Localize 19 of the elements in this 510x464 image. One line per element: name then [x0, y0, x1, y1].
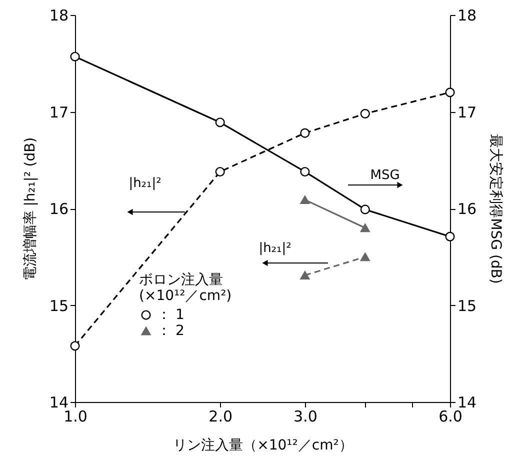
y-tick-label: 18 — [49, 6, 68, 24]
y2-axis-title: 最大安定利得MSG (dB) — [488, 134, 504, 284]
annotation: MSG — [370, 168, 400, 183]
x-tick-label: 2.0 — [208, 408, 232, 426]
y2-tick-label: 16 — [458, 200, 477, 218]
legend-label: ： 1 — [157, 307, 184, 323]
annotation: |h₂₁|² — [128, 176, 162, 191]
y2-tick-label: 18 — [458, 6, 477, 24]
x-axis-title: リン注入量（×10¹²／cm²） — [173, 438, 353, 454]
legend-label: ： 2 — [157, 323, 184, 339]
y-axis-title: 電流増幅率 |h₂₁|² (dB) — [21, 137, 38, 281]
y-tick-label: 17 — [49, 103, 68, 122]
annotation: |h₂₁|² — [258, 241, 292, 256]
y-tick-label: 15 — [49, 296, 68, 315]
y2-tick-label: 17 — [458, 103, 477, 122]
y-tick-label: 16 — [49, 200, 68, 218]
y2-tick-label: 15 — [458, 296, 477, 315]
x-tick-label: 3.0 — [294, 408, 318, 426]
legend-title: ボロン注入量 (×10¹²／cm²) — [139, 272, 232, 304]
